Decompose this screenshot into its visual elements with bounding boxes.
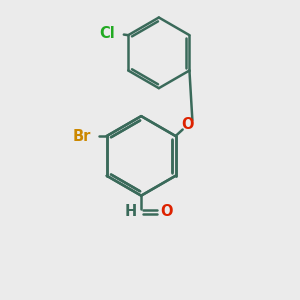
Text: O: O bbox=[160, 204, 173, 219]
Text: Br: Br bbox=[72, 128, 91, 143]
Text: H: H bbox=[124, 204, 137, 219]
Text: Cl: Cl bbox=[99, 26, 115, 41]
Text: O: O bbox=[182, 117, 194, 132]
